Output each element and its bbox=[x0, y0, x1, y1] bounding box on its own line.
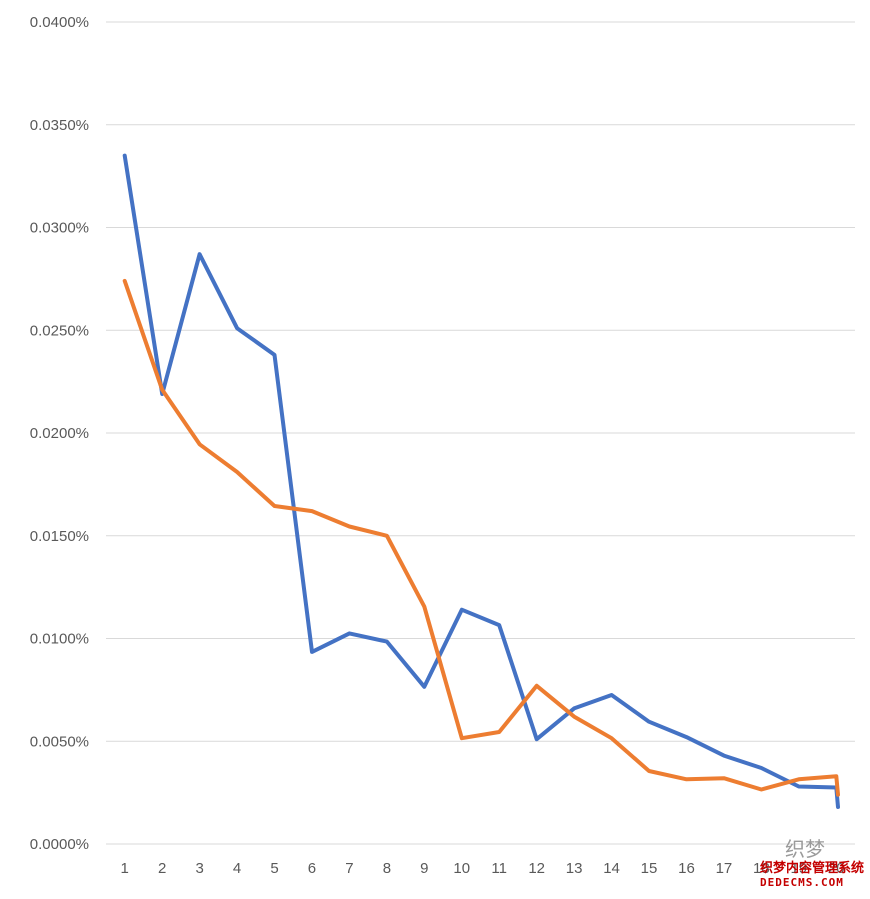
y-tick-label: 0.0000% bbox=[30, 836, 89, 853]
x-tick-label: 15 bbox=[641, 860, 658, 877]
x-tick-label: 18 bbox=[753, 860, 770, 877]
y-tick-label: 0.0350% bbox=[30, 117, 89, 134]
y-tick-label: 0.0400% bbox=[30, 14, 89, 31]
x-tick-label: 5 bbox=[270, 860, 278, 877]
x-tick-label: 17 bbox=[716, 860, 733, 877]
watermark-line3: DEDECMS.COM bbox=[760, 876, 844, 889]
x-tick-label: 20 bbox=[828, 860, 845, 877]
x-tick-label: 7 bbox=[345, 860, 353, 877]
x-tick-label: 13 bbox=[566, 860, 583, 877]
y-tick-label: 0.0050% bbox=[30, 733, 89, 750]
x-tick-label: 10 bbox=[453, 860, 470, 877]
x-tick-label: 1 bbox=[121, 860, 129, 877]
gridlines bbox=[106, 21, 855, 845]
y-tick-label: 0.0150% bbox=[30, 528, 89, 545]
y-tick-label: 0.0200% bbox=[30, 425, 89, 442]
series-line-blue bbox=[122, 153, 840, 809]
y-tick-label: 0.0300% bbox=[30, 220, 89, 237]
x-tick-label: 19 bbox=[790, 860, 807, 877]
x-tick-label: 8 bbox=[383, 860, 391, 877]
watermark: 织梦 织梦内容管理系统 DEDECMS.COM bbox=[760, 837, 864, 889]
x-tick-label: 2 bbox=[158, 860, 166, 877]
watermark-line2: 织梦内容管理系统 bbox=[760, 860, 864, 876]
x-tick-label: 3 bbox=[195, 860, 203, 877]
x-axis-tick-labels: 1 2 3 4 5 6 7 8 9 10 11 12 13 14 15 16 17 18 19 20 bbox=[121, 860, 845, 877]
y-axis-tick-labels: 0.0000% 0.0050% 0.0100% 0.0150% 0.0200% 0.025… bbox=[30, 14, 89, 853]
x-tick-label: 14 bbox=[603, 860, 620, 877]
series-line-orange bbox=[122, 278, 840, 797]
y-tick-label: 0.0100% bbox=[30, 631, 89, 648]
watermark-line1: 织梦 bbox=[785, 837, 825, 861]
x-tick-label: 4 bbox=[233, 860, 241, 877]
x-tick-label: 16 bbox=[678, 860, 695, 877]
x-tick-label: 9 bbox=[420, 860, 428, 877]
x-tick-label: 11 bbox=[491, 860, 507, 877]
x-tick-label: 12 bbox=[528, 860, 545, 877]
x-tick-label: 6 bbox=[308, 860, 316, 877]
series-lines bbox=[122, 153, 840, 809]
y-tick-label: 0.0250% bbox=[30, 322, 89, 339]
